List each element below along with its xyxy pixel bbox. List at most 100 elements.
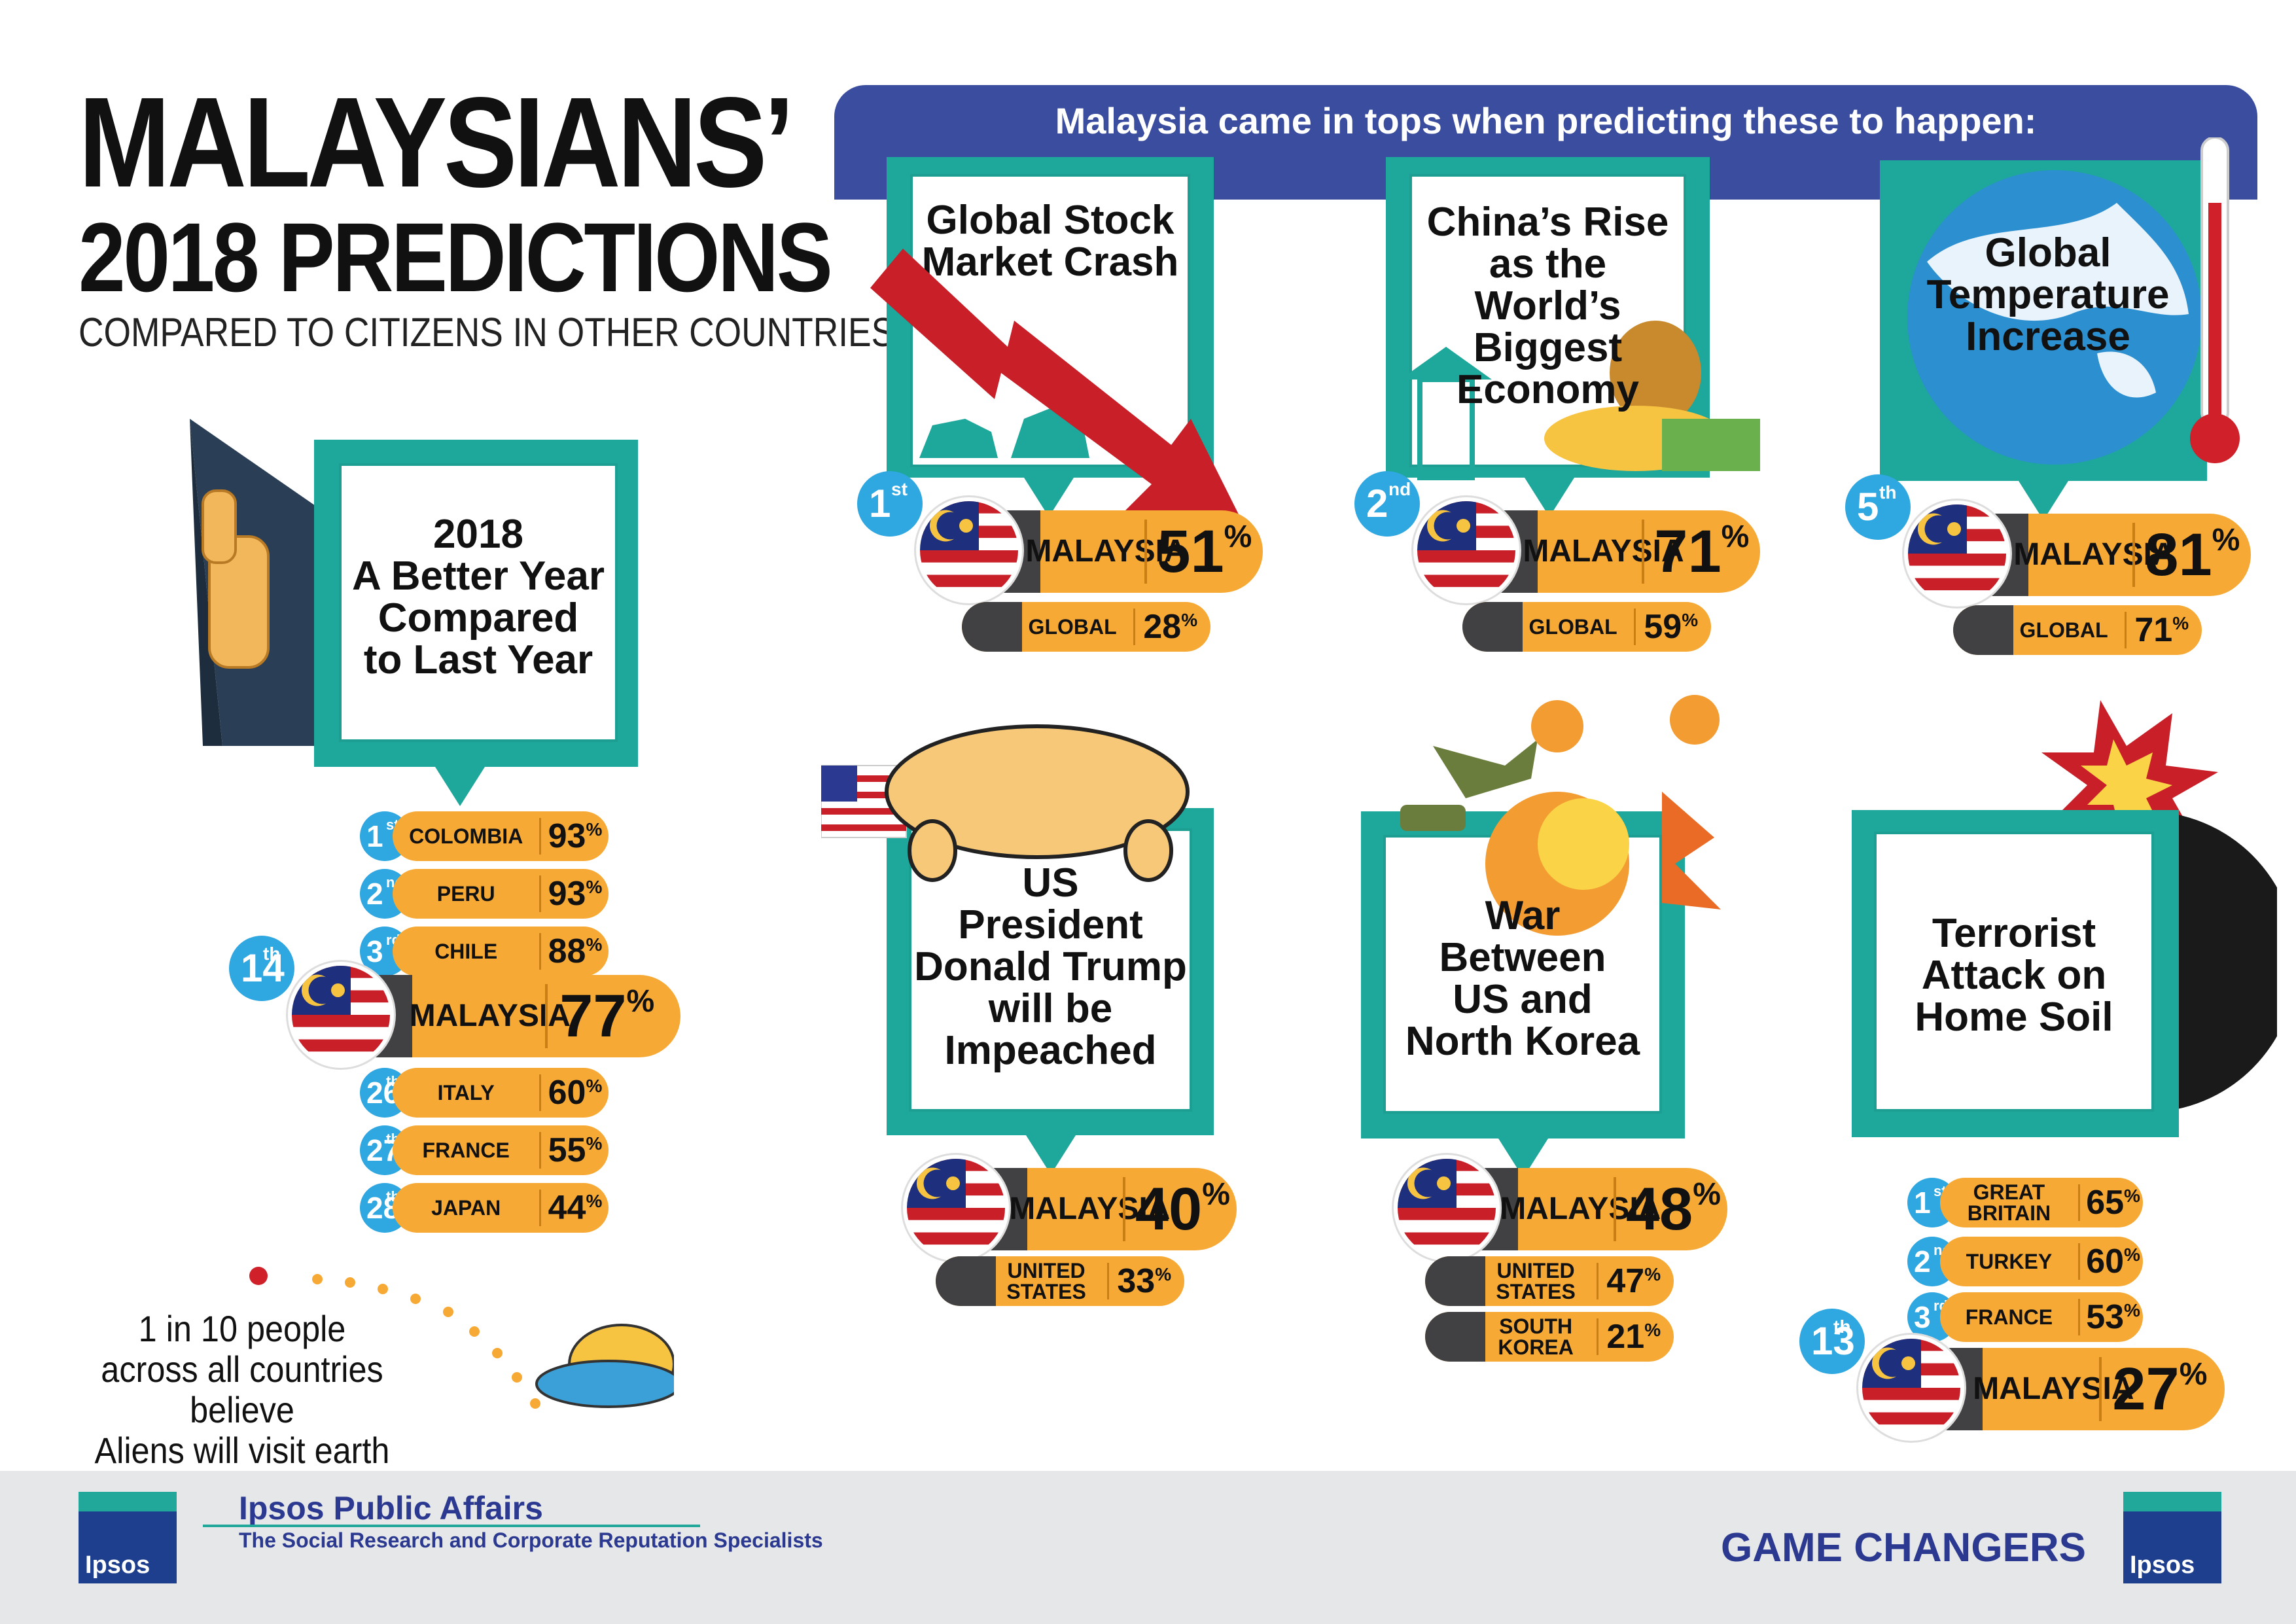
pill-dark-cap — [1953, 605, 2013, 655]
trump-title-line: US — [1022, 860, 1079, 906]
pill-value-number: 59 — [1644, 608, 1682, 646]
pill-value: 77% — [559, 975, 654, 1057]
pill-value: 33% — [1117, 1256, 1171, 1306]
pill-country-name: MALAYSIA — [1523, 534, 1684, 569]
pill-label-line: STATES — [1006, 1280, 1086, 1303]
pill-label-line: UNITED — [1007, 1259, 1086, 1282]
pill-label: GLOBAL — [1528, 615, 1617, 639]
pill-separator — [1107, 1263, 1110, 1299]
ipsos-logo-text: Ipsos — [85, 1551, 150, 1579]
rank-number: 3 — [1914, 1300, 1931, 1334]
rank-number: 1 — [1914, 1186, 1931, 1220]
comparison-pill: GLOBAL 59% — [1462, 602, 1711, 652]
pill-value: 93% — [548, 811, 603, 861]
better-year-pointer — [435, 767, 485, 806]
malaysia-flag-icon — [1413, 497, 1519, 603]
china-rise-title-line: as the World’s — [1474, 241, 1621, 328]
malaysia-flag-icon — [1904, 501, 2010, 607]
thermometer-icon — [2190, 137, 2240, 463]
rank-number: 2 — [1914, 1244, 1931, 1279]
terrorist-title-line: Attack on — [1921, 953, 2107, 998]
pill-value: 27% — [2112, 1348, 2207, 1430]
percent-sign: % — [1693, 1177, 1721, 1212]
pill-value: 81% — [2145, 514, 2240, 596]
pill-value-number: 65 — [2086, 1184, 2125, 1222]
comparison-pill: UNITED STATES 33% — [936, 1256, 1184, 1306]
pill-dark-cap — [962, 602, 1022, 652]
temperature-title-line: Global — [1985, 230, 2111, 275]
pill-separator — [1144, 520, 1147, 584]
pill-separator — [539, 1190, 542, 1226]
footer-divider — [203, 1525, 700, 1527]
aliens-text-line: Aliens will visit earth — [94, 1430, 390, 1471]
percent-sign: % — [2124, 1186, 2140, 1206]
percent-sign: % — [1202, 1177, 1230, 1212]
pill-separator — [2098, 1357, 2102, 1421]
pill-separator — [544, 984, 548, 1048]
pill-separator — [2125, 612, 2127, 648]
pill-separator — [539, 818, 542, 855]
rank-number: 2 — [1366, 482, 1388, 525]
ranking-pill: COLOMBIA 93% — [393, 811, 609, 861]
pill-label: GLOBAL — [2019, 618, 2108, 642]
stock-crash-title-line: Global Stock — [926, 198, 1174, 243]
rank-number: 14 — [241, 946, 285, 990]
ranking-pill: FRANCE 53% — [1940, 1292, 2143, 1342]
percent-sign: % — [1682, 610, 1699, 630]
malaysia-flag-icon — [1858, 1335, 1964, 1441]
rank-suffix: th — [1833, 1316, 1851, 1337]
pill-value: 28% — [1143, 602, 1197, 652]
pill-country: PERU — [436, 882, 495, 906]
trump-title-line: Impeached — [944, 1028, 1157, 1073]
percent-sign: % — [586, 1133, 603, 1154]
pill-value-number: 55 — [548, 1131, 586, 1169]
pill-value-number: 51 — [1157, 518, 1224, 585]
pill-value-number: 77 — [559, 983, 627, 1050]
pill-dark-cap — [936, 1256, 996, 1306]
pill-separator — [539, 1132, 542, 1169]
terrorist-card-inner — [1877, 834, 2151, 1109]
pill-separator — [539, 875, 542, 912]
pill-separator — [2077, 1184, 2080, 1221]
pill-label: UNITED STATES — [1480, 1260, 1592, 1302]
percent-sign: % — [626, 984, 655, 1019]
percent-sign: % — [586, 877, 603, 897]
better-year-title: 2018 A Better Year Compared to Last Year — [342, 514, 615, 681]
pill-country-name: MALAYSIA — [1973, 1371, 2134, 1406]
pill-country-name: MALAYSIA — [1500, 1192, 1661, 1226]
page-subtitle: COMPARED TO CITIZENS IN OTHER COUNTRIES — [79, 310, 895, 355]
footer-org: Ipsos Public Affairs — [239, 1490, 543, 1527]
pill-separator — [2077, 1243, 2080, 1280]
temperature-title-line: Increase — [1966, 314, 2130, 359]
rank-suffix: th — [263, 944, 281, 964]
pill-label-line: UNITED — [1496, 1259, 1575, 1282]
war-title-line: US and — [1453, 977, 1593, 1022]
pill-value-number: 40 — [1135, 1176, 1203, 1243]
pill-country: ITALY — [437, 1081, 495, 1104]
pill-country: CHILE — [434, 940, 498, 963]
pill-country: JAPAN — [431, 1196, 501, 1220]
ipsos-logo-right: Ipsos — [2123, 1492, 2221, 1583]
ranking-pill: TURKEY 60% — [1940, 1237, 2143, 1286]
aliens-text: 1 in 10 people across all countries beli… — [83, 1309, 401, 1471]
rank-number: 2 — [366, 877, 383, 911]
war-title: War Between US and North Korea — [1386, 895, 1659, 1063]
aliens-text-line: 1 in 10 people — [138, 1308, 346, 1349]
pill-label-line: KOREA — [1498, 1335, 1574, 1359]
pill-value: 65% — [2086, 1178, 2140, 1227]
pill-value: 88% — [548, 927, 603, 976]
ranking-pill: PERU 93% — [393, 869, 609, 919]
trump-title-line: President — [958, 902, 1143, 947]
pill-value: 21% — [1606, 1312, 1661, 1362]
footer — [0, 1471, 2296, 1624]
rank-number: 5 — [1857, 485, 1879, 529]
trump-title: US President Donald Trump will be Impeac… — [911, 862, 1190, 1072]
china-rise-title-line: Biggest — [1473, 325, 1623, 370]
pill-value: 71% — [2134, 605, 2189, 655]
better-year-title-line: 2018 — [433, 512, 523, 557]
pill-value-number: 60 — [548, 1074, 586, 1112]
trump-title-line: will be — [988, 986, 1113, 1031]
